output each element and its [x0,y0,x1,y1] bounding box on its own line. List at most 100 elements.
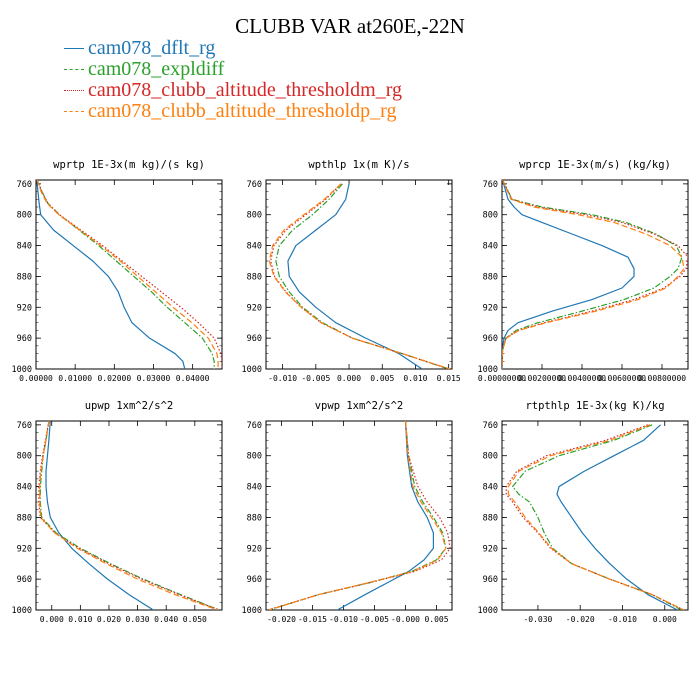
x-tick-label: -0.020 [267,615,296,624]
plot-frame [265,179,453,370]
y-tick-label: 1000 [12,365,32,375]
series-line [275,183,449,369]
chart-panel: wprtp 1E-3x(m kg)/(s kg) 760 800 840 880 920 9… [12,159,223,383]
x-tick-label: 0.050 [183,615,207,624]
legend-item: cam078_dflt_rg [64,37,402,59]
y-tick-label: 960 [483,334,498,344]
plot-frame [265,420,453,611]
y-tick-label: 960 [17,575,32,585]
y-tick-label: 880 [17,272,32,282]
series-line [502,180,635,369]
x-tick-label: 0.005 [370,374,394,383]
series-line [38,421,220,610]
x-tick-label: -0.010 [268,374,297,383]
y-tick-label: 880 [17,513,32,523]
series-line [502,180,685,369]
y-tick-label: 880 [483,513,498,523]
panel-title: wprtp 1E-3x(m kg)/(s kg) [53,159,205,171]
y-tick-label: 840 [247,483,262,493]
chart-panel: wprcp 1E-3x(m/s) (kg/kg) 760 800 840 880 920 9… [478,159,689,383]
series-line [507,424,685,610]
x-tick-label: 0.000 [337,374,361,383]
y-tick-label: 800 [483,452,498,462]
legend-item: cam078_expldiff [64,58,402,80]
series-line [36,180,222,369]
x-tick-label: 0.00000 [19,374,53,383]
x-tick-label: -0.010 [608,615,637,624]
x-tick-label: -0.005 [360,615,389,624]
y-tick-label: 1000 [242,606,262,616]
legend-swatch [64,111,84,112]
x-tick-label: 0.005 [424,615,448,624]
y-tick-label: 800 [247,211,262,221]
x-tick-label: -0.000 [391,615,420,624]
y-tick-label: 760 [17,421,32,431]
series-line [270,183,449,369]
chart-panel: vpwp 1xm^2/s^2 760 800 840 880 920 960 1000 -0.0… [242,400,453,624]
plot-frame [501,179,689,370]
x-tick-label: 0.010 [68,615,92,624]
series-line [505,424,685,610]
series-line [287,183,423,369]
legend-swatch [64,69,84,70]
x-tick-label: 0.000 [40,615,64,624]
y-tick-label: 800 [17,211,32,221]
x-tick-label: -0.030 [523,615,552,624]
series-line [39,421,220,610]
panel-title: vpwp 1xm^2/s^2 [315,400,404,412]
y-tick-label: 960 [247,575,262,585]
y-tick-label: 840 [17,483,32,493]
legend: cam078_dflt_rg cam078_expldiff cam078_cl… [64,37,403,122]
chart-panel: upwp 1xm^2/s^2 760 800 840 880 920 960 1000 0.00… [12,400,223,624]
y-tick-label: 1000 [242,365,262,375]
x-tick-label: 0.020 [97,615,121,624]
y-tick-label: 920 [247,544,262,554]
x-tick-label: -0.020 [566,615,595,624]
y-tick-label: 920 [17,303,32,313]
series-line [511,424,682,610]
x-tick-label: 0.00000000 [478,374,526,383]
x-tick-label: 0.00800000 [638,374,686,383]
x-tick-label: 0.00200000 [518,374,566,383]
panel-title: rtpthlp 1E-3x(kg K)/kg [525,400,664,412]
y-tick-label: 1000 [478,606,498,616]
x-tick-label: 0.00400000 [558,374,606,383]
legend-item: cam078_clubb_altitude_thresholdm_rg [64,79,403,101]
y-tick-label: 800 [17,452,32,462]
series-line [267,421,451,610]
series-line [502,180,683,369]
x-tick-label: 0.010 [403,374,427,383]
y-tick-label: 760 [247,421,262,431]
y-tick-label: 960 [247,334,262,344]
chart-panel: rtpthlp 1E-3x(kg K)/kg 760 800 840 880 920 960… [478,400,689,624]
legend-swatch [64,90,84,91]
x-tick-label: 0.02000 [97,374,131,383]
y-tick-label: 1000 [478,365,498,375]
x-tick-label: 0.03000 [137,374,171,383]
x-tick-label: -0.005 [301,374,330,383]
legend-item: cam078_clubb_altitude_thresholdp_rg [64,100,402,122]
series-line [502,180,688,369]
chart-panel: wpthlp 1x(m K)/s 760 800 840 880 920 960 1000 -0… [242,159,461,383]
y-tick-label: 760 [483,180,498,190]
panel-title: upwp 1xm^2/s^2 [85,400,174,412]
plot-frame [35,179,223,370]
series-line [45,421,154,610]
x-tick-label: -0.010 [329,615,358,624]
legend-label: cam078_dflt_rg [88,37,216,59]
y-tick-label: 840 [247,242,262,252]
y-tick-label: 760 [483,421,498,431]
y-tick-label: 880 [247,272,262,282]
x-tick-label: 0.040 [154,615,178,624]
y-tick-label: 840 [483,242,498,252]
series-line [556,424,678,610]
y-tick-label: 920 [483,303,498,313]
x-tick-label: 0.00600000 [598,374,646,383]
series-line [268,421,447,610]
y-tick-label: 840 [483,483,498,493]
series-line [36,180,219,369]
y-tick-label: 960 [17,334,32,344]
x-tick-label: 0.000 [653,615,677,624]
legend-label: cam078_clubb_altitude_thresholdm_rg [88,79,403,101]
